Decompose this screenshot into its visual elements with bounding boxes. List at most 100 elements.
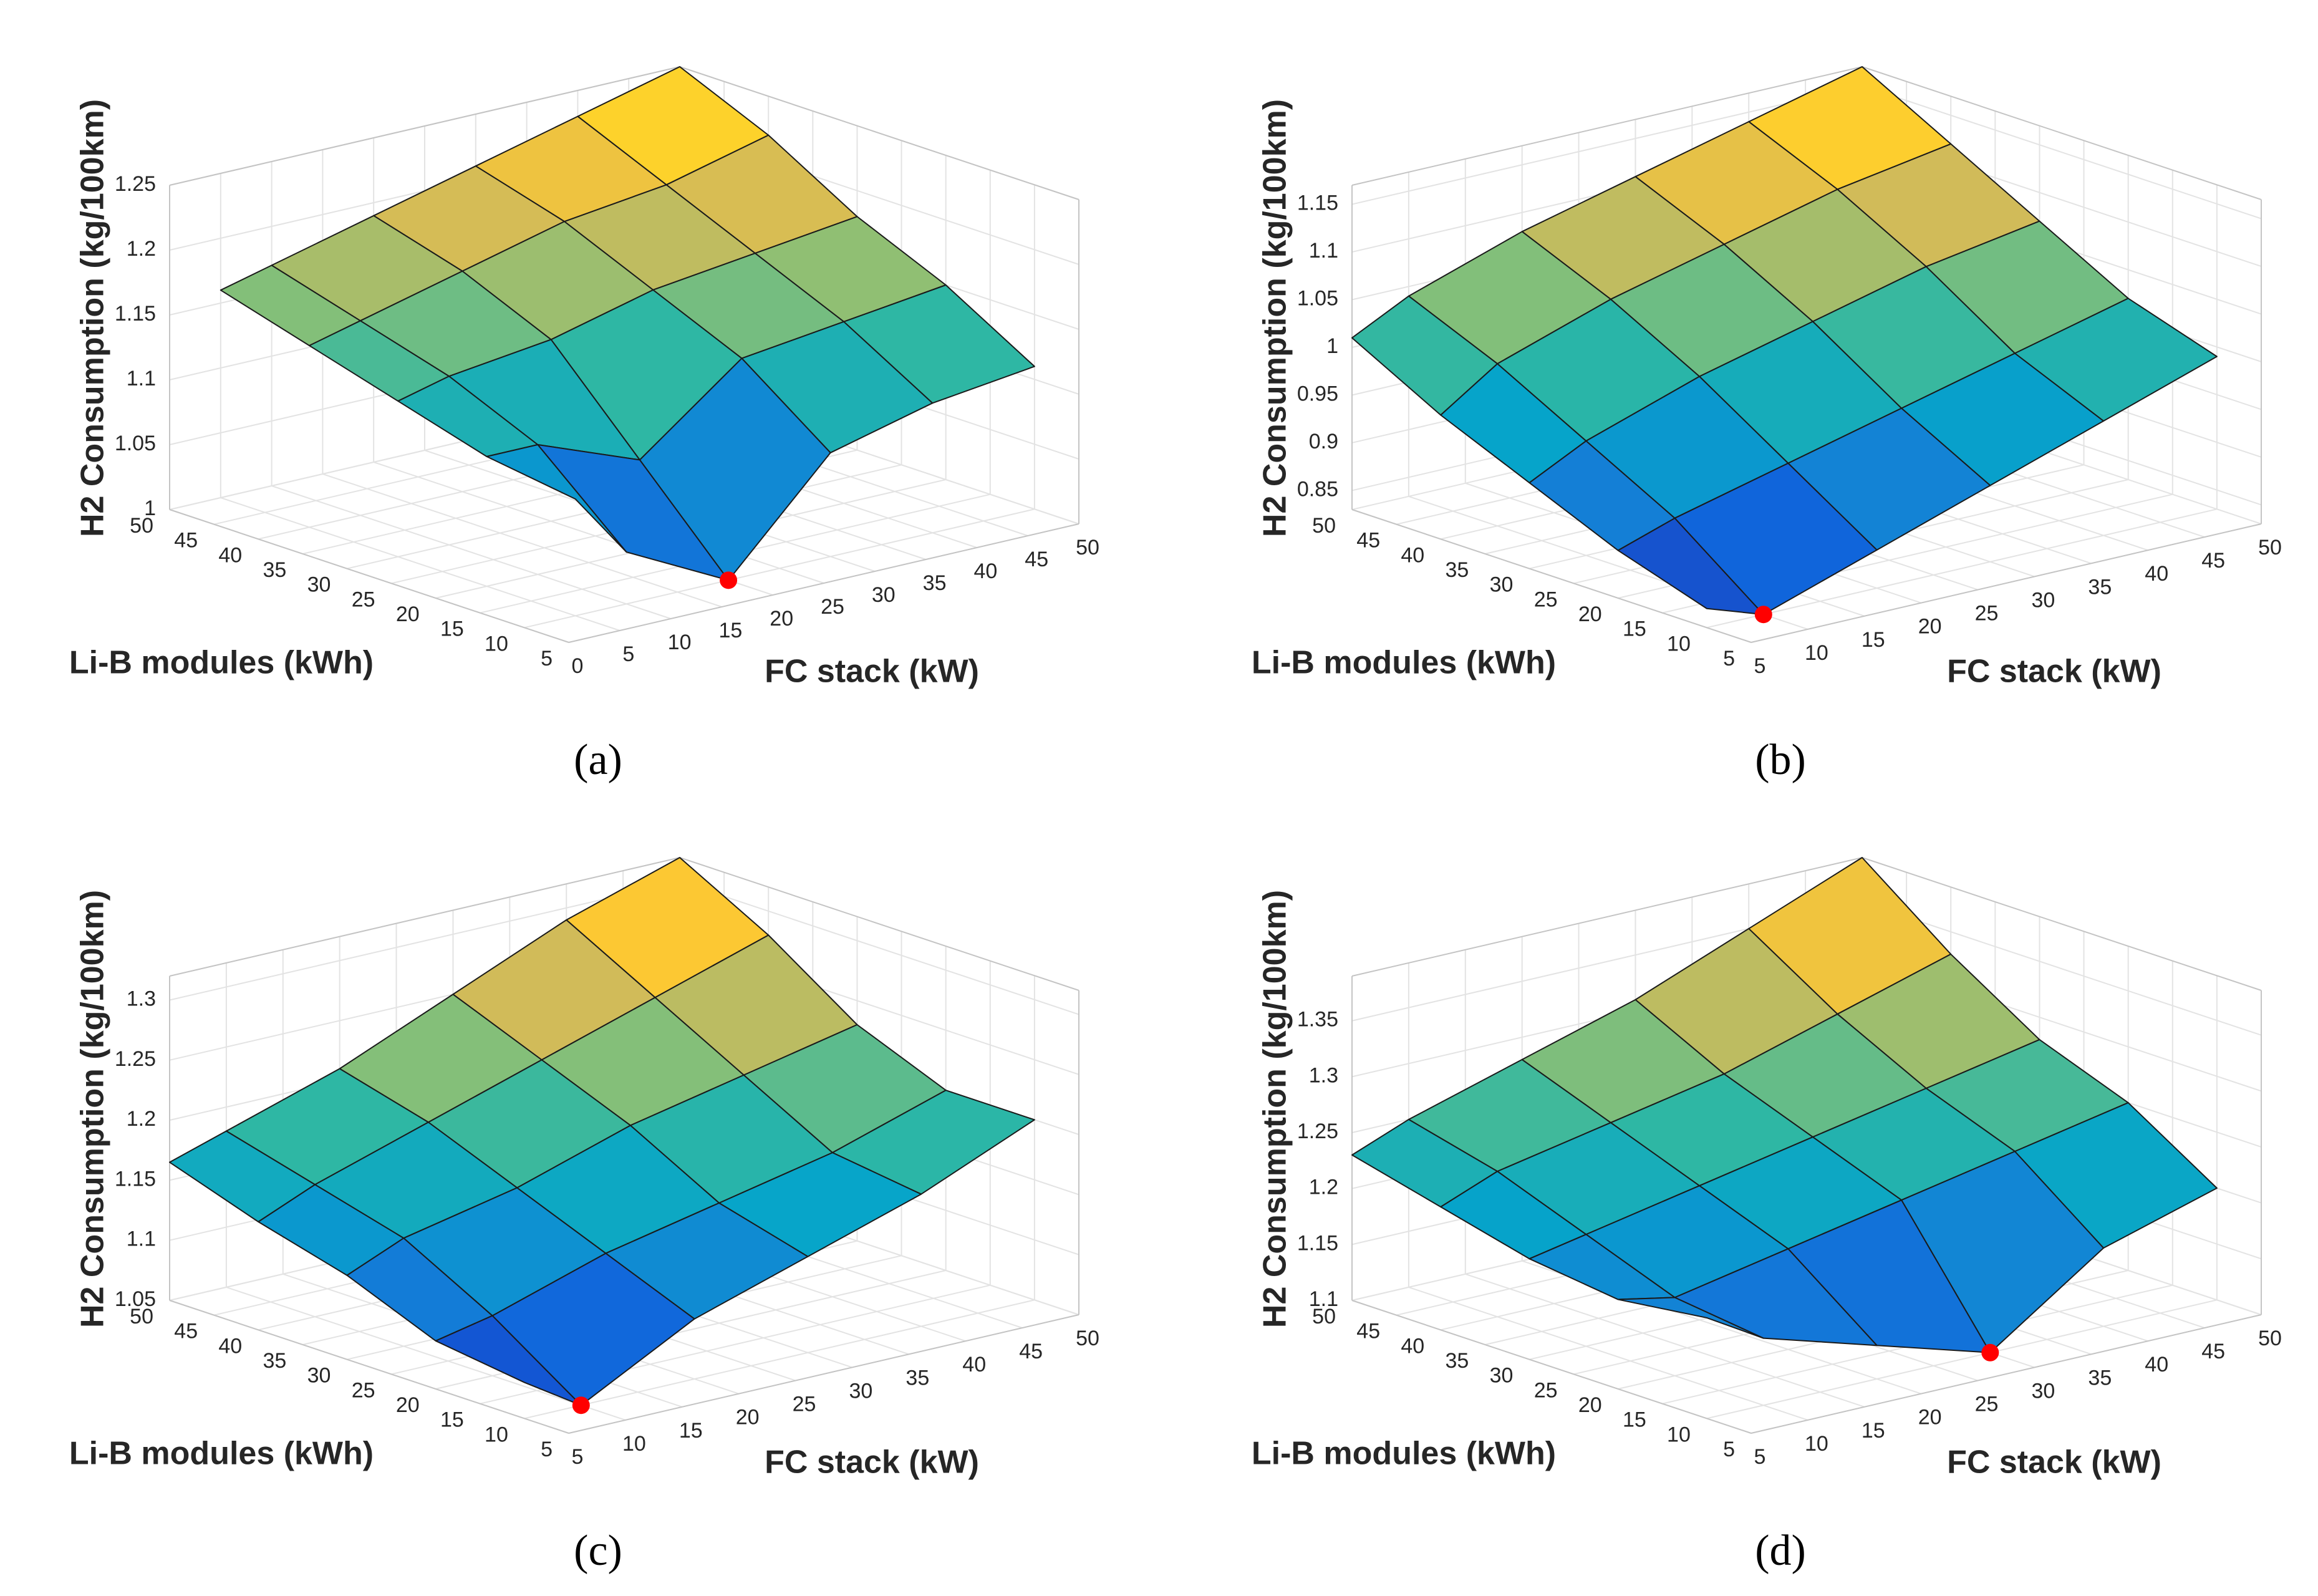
x-tick-label: 30 [872,583,896,607]
z-tick-label: 0.95 [1297,382,1338,405]
z-tick-label: 1.35 [1297,1008,1338,1032]
y-tick-label: 20 [1578,602,1602,626]
y-tick-label: 10 [1667,632,1691,655]
y-tick-label: 40 [1401,1334,1424,1358]
x-tick-label: 20 [770,607,793,631]
x-tick-label: 25 [1975,602,1999,626]
axis-edge [568,523,1079,643]
x-tick-label: 45 [1025,548,1048,571]
caption: (c) [574,1527,622,1575]
x-tick-label: 15 [1862,1419,1885,1443]
floor-grid-line [1408,1286,1809,1421]
x-tick-label: 45 [1019,1340,1043,1363]
axis-edge [679,66,1079,200]
x-tick-label: 50 [1076,1327,1099,1350]
y-tick-label: 50 [1312,1305,1336,1328]
axis-edge [169,1300,569,1434]
axis-edge [679,857,1079,991]
z-tick-label: 1.1 [127,1227,156,1251]
minimum-marker [572,1396,590,1415]
x-axis-label: FC stack (kW) [1947,1444,2161,1481]
x-axis-label: FC stack (kW) [765,654,979,690]
z-tick-label: 1.3 [1309,1063,1338,1087]
z-tick-label: 1.05 [1297,287,1338,311]
x-tick-label: 0 [572,654,584,678]
axis-edge [1862,857,2262,991]
axis-edge [1751,1314,2262,1434]
wall-grid-line [169,881,680,1001]
x-tick-label: 30 [2032,1379,2055,1403]
x-tick-label: 35 [905,1366,929,1390]
floor-grid-line [226,1286,626,1421]
x-tick-label: 30 [849,1379,873,1403]
x-tick-label: 40 [2145,562,2168,586]
axis-edge [1862,66,2262,200]
y-tick-label: 45 [1356,1320,1380,1343]
y-tick-label: 15 [1623,1408,1646,1432]
x-axis-label: FC stack (kW) [765,1444,979,1481]
z-tick-label: 0.9 [1309,430,1338,453]
y-tick-label: 5 [541,1438,553,1461]
y-tick-label: 20 [396,1393,420,1417]
x-tick-label: 15 [679,1419,703,1443]
y-tick-label: 25 [1534,1378,1558,1402]
minimum-marker [1754,606,1772,624]
floor-grid-line [1465,1273,1865,1408]
y-tick-label: 10 [485,632,508,655]
axis-edge [169,66,680,186]
z-tick-label: 1.15 [115,302,156,326]
x-tick-label: 45 [2201,549,2225,573]
y-tick-label: 45 [174,1320,198,1343]
z-tick-label: 1.15 [1297,1231,1338,1255]
z-tick-label: 1.3 [127,987,156,1011]
x-tick-label: 5 [1754,1445,1766,1469]
z-tick-label: 1.1 [127,367,156,390]
y-tick-label: 5 [541,647,553,670]
axis-edge [169,857,680,977]
y-tick-label: 35 [1446,1349,1469,1373]
y-axis-label: Li-B modules (kWh) [69,645,374,681]
y-tick-label: 50 [130,514,153,538]
wall-grid-line [1862,901,2262,1036]
x-tick-label: 20 [1918,1406,1942,1429]
z-tick-label: 1.25 [115,172,156,196]
y-tick-label: 35 [263,558,287,582]
wall-grid-line [1862,85,2262,220]
surface-patch [486,444,627,553]
y-tick-label: 35 [1446,558,1469,582]
floor-grid-line [1706,508,2218,629]
floor-grid-line [220,497,621,631]
y-tick-label: 10 [1667,1423,1691,1446]
wall-grid-line [679,881,1079,1015]
x-tick-label: 35 [2088,1366,2112,1390]
surface-chart: 5 10 15 20 25 30 35 40 45 50 5 10 15 20 25 30 35 40 45 50 0.… [1252,66,2282,784]
floor-grid-line [524,508,1035,629]
x-tick-label: 20 [736,1406,760,1429]
x-tick-label: 25 [793,1393,816,1416]
axis-edge [1351,66,1863,186]
y-tick-label: 15 [440,1408,464,1432]
y-tick-label: 45 [1356,529,1380,553]
axis-edge [1351,1300,1752,1434]
z-axis-label: H2 Consumption (kg/100km) [1257,99,1293,537]
y-tick-label: 30 [307,573,331,597]
axis-edge [568,1314,1079,1434]
y-tick-label: 50 [130,1305,153,1328]
x-tick-label: 25 [1975,1393,1999,1416]
x-tick-label: 15 [718,619,742,642]
x-tick-label: 10 [1805,1432,1828,1456]
minimum-marker [720,571,738,589]
surface-patch [435,1315,582,1406]
floor-grid-line [524,1299,1035,1419]
y-tick-label: 25 [352,588,375,611]
y-tick-label: 30 [307,1364,331,1388]
caption: (b) [1755,736,1806,784]
x-tick-label: 20 [1918,615,1942,639]
z-tick-label: 1.2 [1309,1176,1338,1199]
z-tick-label: 1.05 [115,432,156,455]
surface-chart: 510152025303540455051015202530354045501.… [1252,857,2282,1575]
z-tick-label: 1.2 [127,237,156,261]
y-tick-label: 45 [174,529,198,553]
